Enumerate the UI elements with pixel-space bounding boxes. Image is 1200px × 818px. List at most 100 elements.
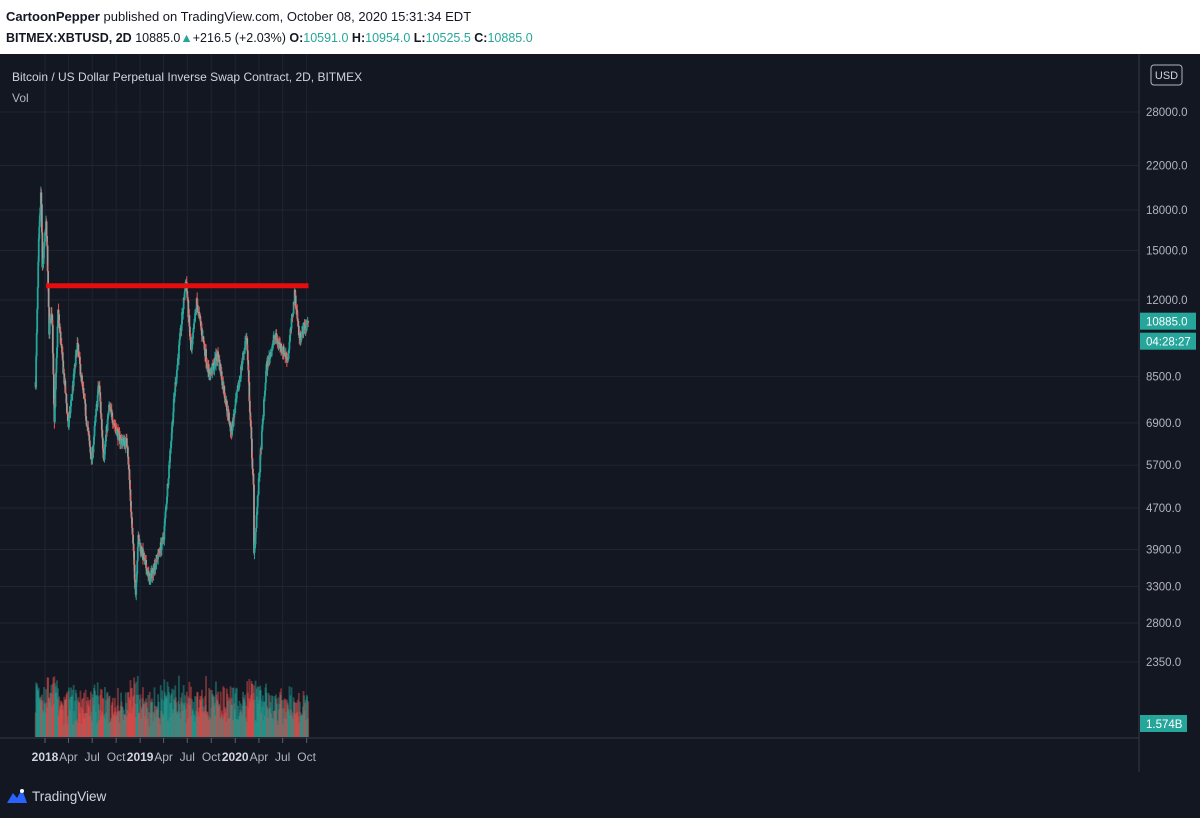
candle-body: [48, 323, 51, 335]
volume-bar: [191, 709, 194, 737]
volume-bar: [151, 702, 154, 737]
last-price-badge: 10885.0 04:28:27: [1140, 312, 1196, 350]
volume-bar: [49, 692, 52, 737]
volume-bar: [146, 718, 149, 737]
volume-bar: [71, 695, 74, 737]
volume-bar: [193, 721, 196, 737]
candle-body: [37, 238, 40, 262]
volume-bar: [269, 701, 272, 737]
candle-body: [248, 400, 251, 413]
volume-bar: [125, 716, 128, 737]
volume-bar: [42, 710, 44, 737]
candle-body: [107, 413, 109, 420]
volume-bar: [177, 701, 180, 737]
x-tick-label: Oct: [202, 750, 221, 764]
y-tick-label: 22000.0: [1146, 161, 1188, 173]
volume-bar: [103, 713, 106, 737]
volume-bar: [179, 712, 181, 737]
candle-body: [237, 383, 240, 390]
volume-bar: [130, 713, 133, 737]
volume-bar: [134, 703, 137, 737]
y-tick-label: 8500.0: [1146, 372, 1181, 384]
volume-bar: [47, 677, 50, 737]
volume-bar: [166, 695, 168, 737]
volume-bar: [207, 719, 210, 737]
candle-body: [100, 418, 103, 430]
candle-body: [296, 318, 299, 321]
y-tick-label: 2350.0: [1146, 657, 1181, 669]
candle-body: [220, 371, 223, 380]
volume-bar: [97, 704, 100, 737]
candle-body: [42, 263, 44, 268]
author-name[interactable]: CartoonPepper: [6, 9, 100, 24]
volume-bar: [305, 720, 308, 737]
volume-bar: [100, 715, 103, 737]
candle-body: [56, 326, 59, 348]
candle-body: [289, 328, 292, 336]
volume-bar: [283, 718, 286, 737]
volume-bar: [104, 687, 106, 737]
candle-body: [134, 579, 137, 589]
candle-body: [250, 426, 253, 439]
volume-bar: [115, 711, 118, 737]
volume-bar: [89, 699, 92, 737]
candle-body: [97, 386, 100, 396]
volume-bar: [237, 719, 240, 737]
candle-body: [111, 420, 114, 424]
candle-body: [271, 348, 274, 350]
candle-body: [188, 326, 191, 337]
volume-bar: [296, 711, 299, 737]
volume-bar: [152, 711, 155, 737]
candle-body: [223, 386, 226, 396]
tradingview-logo[interactable]: TradingView: [6, 787, 106, 805]
candle-body: [295, 306, 298, 309]
volume-bar: [187, 698, 190, 737]
candle-body: [166, 483, 169, 497]
candle-body: [261, 418, 264, 425]
volume-bar: [208, 687, 211, 737]
candle-body: [300, 337, 303, 340]
volume-bar: [137, 694, 140, 737]
candle-body: [307, 321, 310, 323]
volume-indicator-label[interactable]: Vol: [12, 91, 29, 105]
volume-bar: [211, 693, 214, 737]
volume-bar: [232, 687, 235, 737]
volume-bar: [52, 677, 55, 737]
candle-body: [289, 335, 291, 342]
time-axis[interactable]: 2018 Apr Jul Oct 2019 Apr Jul Oct 2020 Apr Jul Oct: [32, 738, 317, 764]
volume-bar: [67, 715, 69, 737]
currency-button[interactable]: USD: [1150, 64, 1183, 86]
volume-bar: [300, 715, 302, 737]
volume-bar: [122, 709, 125, 737]
candle-body: [94, 416, 97, 421]
candle-body: [294, 289, 297, 296]
volume-bar: [303, 710, 306, 737]
candle-body: [129, 480, 131, 490]
volume-bar: [269, 707, 272, 737]
candle-body: [56, 347, 58, 358]
volume-bar: [260, 713, 263, 737]
candle-body: [272, 339, 275, 345]
volume-bar: [304, 699, 307, 737]
price-axis[interactable]: 28000.0 22000.0 18000.0 15000.0 12000.0 8500.…: [1146, 107, 1188, 669]
candle-body: [287, 353, 290, 359]
volume-bar: [202, 706, 205, 737]
candle-body: [256, 507, 259, 516]
volume-bar: [277, 725, 279, 737]
candle-body: [58, 323, 61, 328]
candle-body: [45, 221, 48, 237]
candle-body: [137, 535, 140, 539]
symbol-label[interactable]: BITMEX:XBTUSD, 2D: [6, 31, 132, 45]
candle-body: [230, 425, 233, 436]
candle-body: [301, 327, 304, 332]
candle-body: [260, 431, 263, 450]
volume-bar: [160, 710, 163, 737]
volume-bar: [201, 712, 204, 737]
volume-bar: [264, 716, 266, 737]
candle-body: [186, 297, 189, 301]
candle-body: [163, 518, 166, 527]
volume-bar: [135, 681, 138, 737]
volume-bar: [157, 694, 160, 737]
candle-body: [168, 464, 170, 479]
price-chart[interactable]: 28000.0 22000.0 18000.0 15000.0 12000.0 8500.…: [0, 54, 1200, 772]
